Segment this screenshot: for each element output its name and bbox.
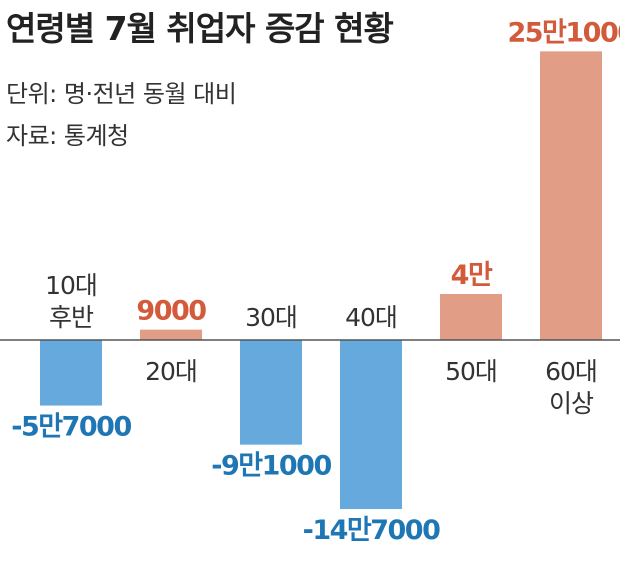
category-label-5: 50대 — [445, 357, 497, 386]
value-label-5: 4만 — [451, 260, 493, 291]
bars-group — [40, 51, 602, 510]
category-label-2: 20대 — [145, 357, 197, 386]
category-label-1-line-2: 후반 — [49, 303, 94, 332]
category-label-6-line-2: 이상 — [549, 389, 594, 418]
bar-5 — [440, 294, 502, 340]
value-label-6: 25만1000 — [507, 17, 620, 48]
category-label-3: 30대 — [245, 303, 297, 332]
bar-6 — [540, 51, 602, 340]
value-label-4: -14만7000 — [303, 515, 440, 546]
value-label-1: -5만7000 — [11, 412, 131, 443]
category-label-4: 40대 — [345, 303, 397, 332]
value-label-3: -9만1000 — [211, 451, 331, 482]
bar-1 — [40, 340, 102, 406]
chart-title: 연령별 7월 취업자 증감 현황 — [6, 9, 394, 48]
source-label: 자료: 통계청 — [6, 122, 129, 150]
bar-4 — [340, 340, 402, 510]
bar-2 — [140, 329, 202, 340]
value-label-2: 9000 — [136, 296, 206, 327]
category-label-6-line-1: 60대 — [545, 357, 597, 386]
bar-3 — [240, 340, 302, 445]
unit-label: 단위: 명·전년 동월 대비 — [6, 80, 237, 108]
category-label-1-line-1: 10대 — [45, 271, 97, 300]
